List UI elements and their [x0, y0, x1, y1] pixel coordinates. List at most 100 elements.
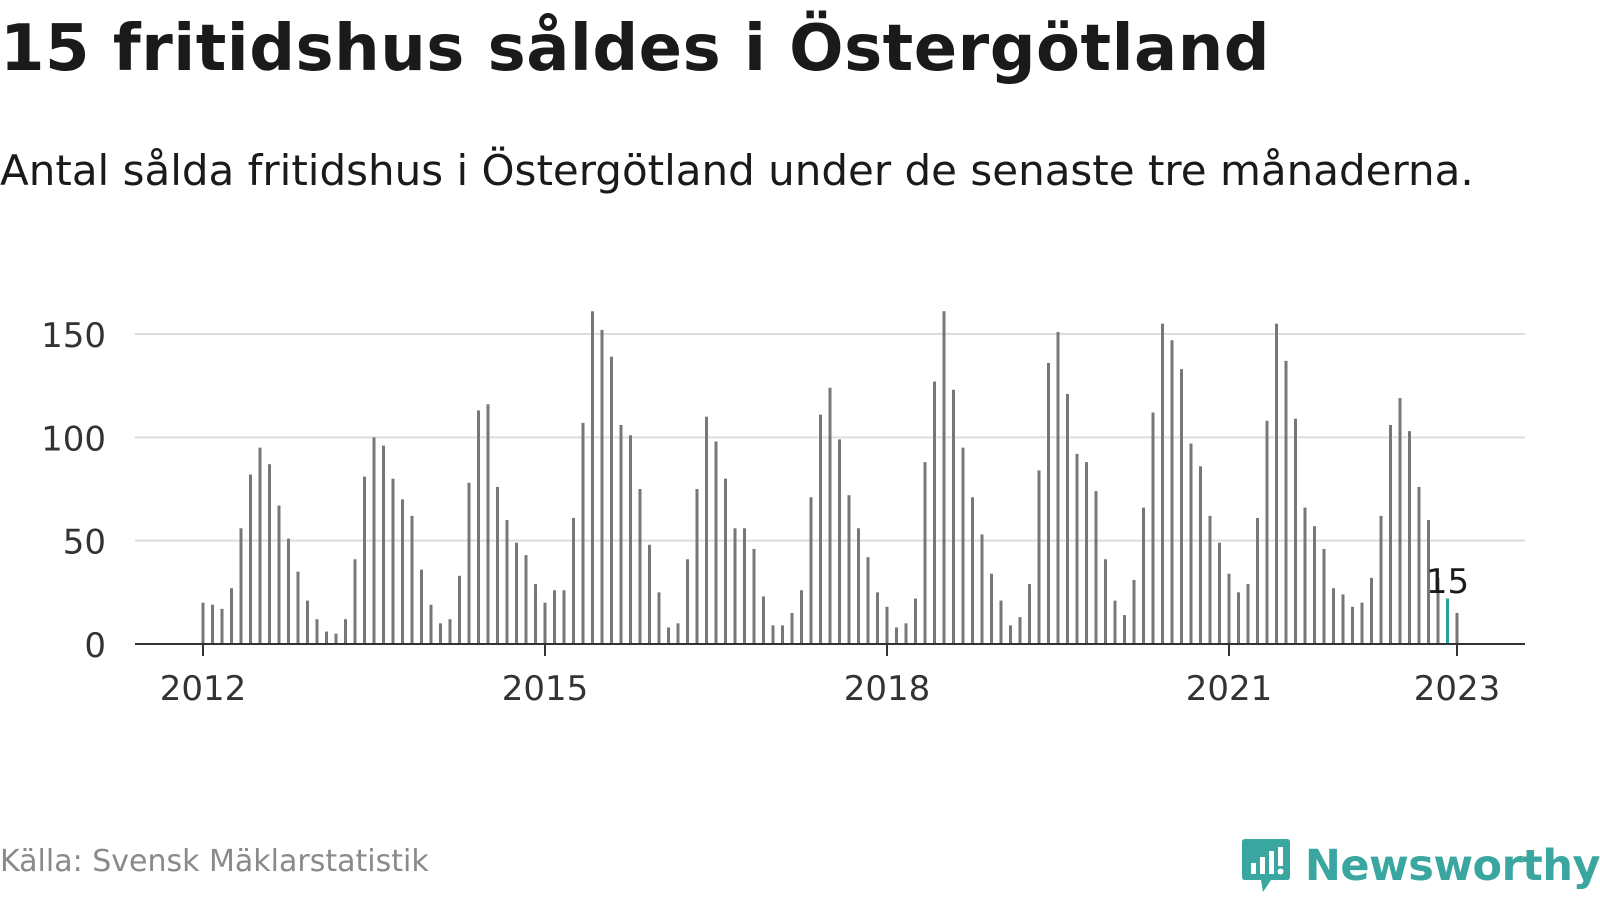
bar: [1189, 443, 1193, 644]
bar: [477, 410, 480, 644]
bar: [876, 592, 879, 644]
bar: [619, 424, 623, 644]
bar: [1075, 453, 1079, 644]
bar: [762, 596, 765, 644]
bar: [1379, 515, 1383, 644]
bar: [952, 389, 955, 644]
bar: [391, 478, 395, 644]
bar: [1151, 412, 1155, 644]
bar-chart: 0 50 100 150 2012 2015 2018 2021 2023 15: [41, 311, 1525, 709]
bar: [1256, 517, 1259, 644]
bar: [999, 600, 1003, 644]
bar: [1113, 600, 1117, 644]
bar: [1047, 362, 1050, 644]
bar: [581, 422, 585, 644]
bar: [515, 542, 518, 644]
bar: [1104, 559, 1107, 644]
x-tick-label: 2021: [1186, 669, 1273, 709]
bar: [1398, 398, 1402, 644]
bar: [933, 381, 936, 644]
bar: [809, 497, 813, 644]
source-note: Källa: Svensk Mäklarstatistik: [0, 844, 429, 879]
bar: [249, 474, 252, 644]
bar: [1360, 602, 1364, 644]
bar: [591, 311, 594, 644]
bar: [771, 625, 775, 644]
bar: [1341, 594, 1345, 644]
bar: [1322, 548, 1326, 644]
chart-subtitle: Antal sålda fritidshus i Östergötland un…: [0, 146, 1474, 195]
newsworthy-chart-bubble-icon: [1241, 839, 1290, 892]
bar: [990, 573, 993, 644]
bar: [866, 557, 870, 644]
last-value-label: 15: [1426, 562, 1469, 602]
bar: [1009, 625, 1012, 644]
x-axis-ticks: 2012 2015 2018 2021 2023: [160, 644, 1501, 709]
bar: [1237, 592, 1240, 644]
bar: [572, 517, 575, 644]
bar: [1303, 507, 1307, 644]
bar: [980, 534, 984, 644]
bar: [800, 590, 803, 644]
bar: [686, 559, 689, 644]
bar: [752, 548, 756, 644]
bar: [667, 627, 670, 644]
x-tick-label: 2015: [502, 669, 589, 709]
brand-name: Newsworthy: [1304, 841, 1600, 891]
bar: [904, 623, 908, 644]
bar: [410, 515, 414, 644]
bar: [268, 464, 271, 644]
bar: [420, 569, 423, 644]
bar: [1180, 369, 1183, 644]
bar: [534, 584, 537, 644]
bar: [220, 608, 224, 644]
bars: [201, 311, 1459, 644]
bar: [553, 590, 556, 644]
bar: [353, 559, 357, 644]
bar: [401, 499, 404, 644]
chart-title: 15 fritidshus såldes i Östergötland: [0, 12, 1271, 86]
bar: [258, 447, 262, 644]
bar: [1351, 606, 1354, 644]
bar: [1132, 579, 1136, 644]
bar: [1389, 424, 1392, 644]
bar: [239, 528, 243, 644]
bar: [857, 528, 860, 644]
bar: [971, 497, 974, 644]
bar: [496, 486, 499, 644]
bar: [1227, 573, 1231, 644]
bar: [1161, 323, 1164, 644]
bar: [1037, 470, 1041, 644]
bar: [676, 623, 680, 644]
bar: [1417, 486, 1421, 644]
x-tick-label: 2023: [1414, 669, 1501, 709]
bar: [648, 544, 651, 644]
bar: [1294, 418, 1297, 644]
bar: [372, 437, 376, 644]
bar: [1085, 462, 1088, 644]
x-tick-label: 2012: [160, 669, 247, 709]
bar: [1408, 431, 1411, 644]
bar: [1028, 584, 1031, 644]
bar: [562, 590, 566, 644]
bar: [781, 625, 784, 644]
y-tick-label: 100: [41, 419, 106, 459]
bar: [277, 505, 281, 644]
bar: [1199, 466, 1202, 644]
bar: [819, 414, 822, 644]
bar: [1246, 584, 1250, 644]
y-tick-label: 150: [41, 316, 106, 356]
bar: [1056, 331, 1060, 644]
bar: [1275, 323, 1278, 644]
bar: [211, 604, 214, 644]
bar: [724, 478, 727, 644]
y-axis-ticks: 0 50 100 150: [41, 316, 106, 666]
bar: [1265, 420, 1269, 644]
bar: [1436, 577, 1440, 644]
y-tick-label: 50: [63, 523, 106, 563]
bar: [315, 619, 319, 644]
bar: [1142, 507, 1145, 644]
bar: [543, 602, 547, 644]
bar: [1066, 393, 1069, 644]
bar: [610, 356, 613, 644]
